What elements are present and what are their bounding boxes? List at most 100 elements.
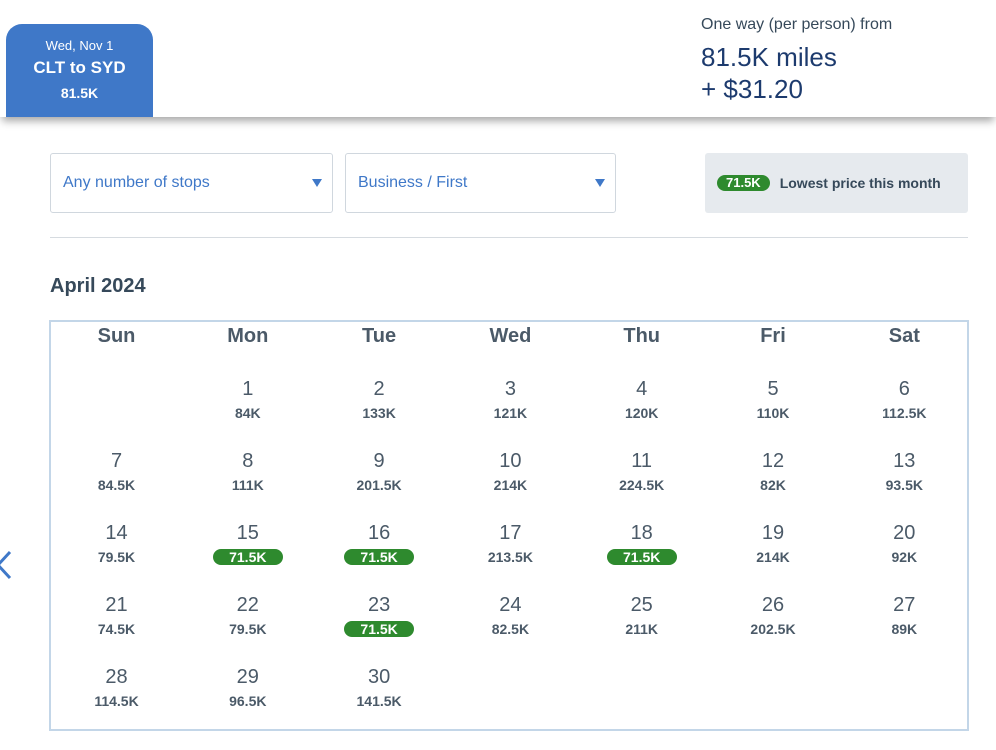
day-price: 213.5K	[487, 549, 533, 565]
day-number: 11	[631, 450, 653, 472]
selected-date-tab[interactable]: Wed, Nov 1 CLT to SYD 81.5K	[6, 24, 153, 117]
fare-miles: 81.5K miles	[701, 42, 837, 72]
calendar-day[interactable]: 14 79.5K	[51, 515, 182, 583]
day-number: 22	[236, 594, 259, 616]
tab-route: CLT to SYD	[33, 58, 126, 77]
calendar-day[interactable]: 4 120K	[576, 371, 707, 439]
calendar-day[interactable]: 27 89K	[839, 587, 970, 655]
day-number: 13	[893, 450, 916, 472]
weekday-fri: Fri	[760, 325, 786, 347]
calendar-day[interactable]: 3 121K	[445, 371, 576, 439]
calendar-day[interactable]: 8 111K	[182, 443, 313, 511]
calendar-day[interactable]: 24 82.5K	[445, 587, 576, 655]
calendar-day[interactable]: 5 110K	[708, 371, 839, 439]
fare-summary-label: One way (per person) from	[701, 16, 893, 33]
day-price: 93.5K	[885, 477, 923, 493]
day-number: 21	[105, 594, 128, 616]
calendar-day[interactable]: 20 92K	[839, 515, 970, 583]
weekday-sun: Sun	[97, 325, 136, 347]
day-price: 120K	[624, 405, 659, 421]
day-price: 141.5K	[356, 693, 402, 709]
day-price: 84K	[234, 405, 261, 421]
day-number: 7	[110, 450, 123, 472]
day-number: 30	[367, 666, 391, 688]
stops-select-value: Any number of stops	[63, 174, 210, 191]
day-number: 24	[499, 594, 522, 616]
calendar-day[interactable]: 12 82K	[708, 443, 839, 511]
day-number: 3	[504, 378, 516, 400]
tab-date: Wed, Nov 1	[45, 38, 114, 53]
day-price: 110K	[756, 405, 790, 421]
month-title: April 2024	[50, 275, 146, 297]
day-price: 84.5K	[97, 477, 136, 493]
day-price: 121K	[493, 405, 528, 421]
caret-down-icon	[595, 179, 605, 187]
day-price: 214K	[756, 549, 790, 565]
chevron-left-icon[interactable]	[0, 550, 14, 580]
calendar-day[interactable]: 2 133K	[314, 371, 445, 439]
divider	[50, 237, 968, 238]
weekday-mon: Mon	[227, 325, 269, 347]
day-number: 5	[767, 378, 779, 400]
day-price: 92K	[891, 549, 918, 565]
cabin-select[interactable]: Business / First	[345, 153, 616, 213]
calendar-day[interactable]: 28 114.5K	[51, 659, 182, 727]
weekday-wed: Wed	[489, 325, 532, 347]
calendar-day[interactable]: 13 93.5K	[839, 443, 970, 511]
day-number: 9	[373, 450, 385, 472]
calendar-day[interactable]: 26 202.5K	[708, 587, 839, 655]
day-number: 17	[499, 522, 522, 544]
day-number: 2	[373, 378, 385, 400]
day-price: 79.5K	[97, 549, 136, 565]
calendar-day[interactable]: 1 84K	[182, 371, 313, 439]
day-price: 114.5K	[94, 693, 139, 709]
stops-select[interactable]: Any number of stops	[50, 153, 333, 213]
day-price: 202.5K	[750, 621, 796, 637]
calendar-day[interactable]: 19 214K	[708, 515, 839, 583]
calendar-day[interactable]: 15 71.5K	[182, 515, 313, 583]
day-price: 214K	[493, 477, 528, 493]
calendar-day[interactable]: 30 141.5K	[314, 659, 445, 727]
price-calendar: Sun Mon Tue Wed Thu Fri Sat 1 84K 2 133K 3 121K 4 120K…	[49, 320, 969, 731]
calendar-day[interactable]: 21 74.5K	[51, 587, 182, 655]
day-number: 15	[236, 522, 259, 544]
weekday-thu: Thu	[623, 325, 661, 347]
day-price: 133K	[362, 405, 396, 421]
calendar-day[interactable]: 22 79.5K	[182, 587, 313, 655]
day-price: 82.5K	[491, 621, 530, 637]
day-number: 19	[761, 522, 785, 544]
lowest-price-badge: 71.5K	[717, 175, 770, 191]
day-price: 111K	[231, 477, 264, 493]
lowest-price-badge: 71.5K	[344, 621, 415, 637]
calendar-day[interactable]: 16 71.5K	[314, 515, 445, 583]
fare-summary: One way (per person) from 81.5K miles + …	[701, 14, 892, 105]
caret-down-icon	[312, 179, 322, 187]
lowest-price-badge: 71.5K	[344, 549, 415, 565]
calendar-day[interactable]: 25 211K	[576, 587, 707, 655]
day-price: 74.5K	[97, 621, 136, 637]
day-number: 1	[242, 378, 254, 400]
calendar-day[interactable]: 11 224.5K	[576, 443, 707, 511]
calendar-day[interactable]: 23 71.5K	[314, 587, 445, 655]
calendar-day[interactable]: 10 214K	[445, 443, 576, 511]
calendar-day[interactable]: 7 84.5K	[51, 443, 182, 511]
day-number: 12	[761, 450, 785, 472]
lowest-price-badge: 71.5K	[606, 549, 677, 565]
calendar-day[interactable]: 18 71.5K	[576, 515, 707, 583]
tab-price: 81.5K	[60, 85, 99, 101]
calendar-day[interactable]: 17 213.5K	[445, 515, 576, 583]
day-number: 4	[636, 378, 648, 400]
day-price: 96.5K	[229, 693, 267, 709]
calendar-day[interactable]: 6 112.5K	[839, 371, 970, 439]
day-number: 14	[105, 522, 128, 544]
day-price: 82K	[760, 477, 786, 493]
calendar-day[interactable]: 9 201.5K	[314, 443, 445, 511]
day-number: 8	[242, 450, 254, 472]
fare-cash: + $31.20	[701, 74, 803, 104]
calendar-day[interactable]: 29 96.5K	[182, 659, 313, 727]
day-price: 211K	[625, 621, 659, 637]
day-price: 224.5K	[619, 477, 665, 493]
day-number: 20	[893, 522, 916, 544]
lowest-price-label: Lowest price this month	[779, 175, 941, 191]
weekday-sat: Sat	[888, 325, 920, 347]
